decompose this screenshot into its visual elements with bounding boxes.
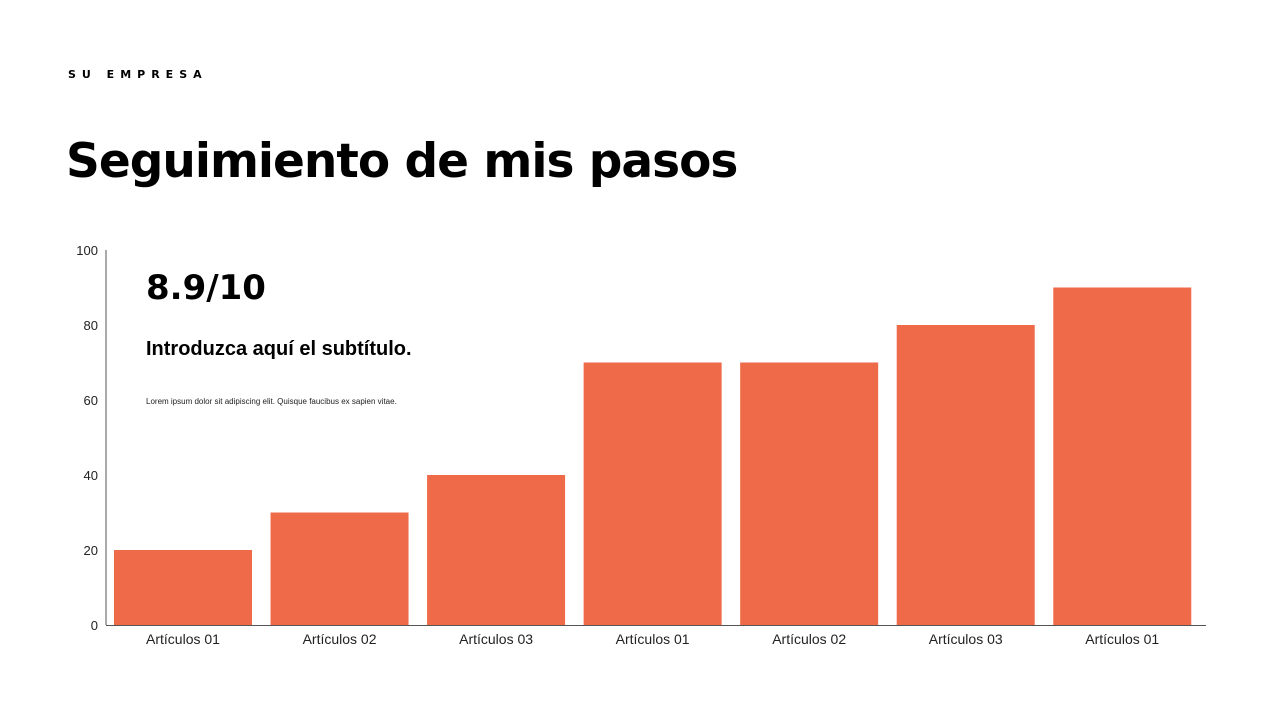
x-tick-label: Artículos 02 <box>772 631 846 647</box>
y-tick-label: 100 <box>76 243 98 258</box>
bar <box>896 325 1035 625</box>
x-tick-label: Artículos 03 <box>459 631 533 647</box>
page-title: Seguimiento de mis pasos <box>66 134 738 189</box>
score-value: 8.9/10 <box>146 268 266 308</box>
chart-subtitle: Introduzca aquí el subtítulo. <box>146 338 412 360</box>
y-tick-label: 20 <box>84 543 98 558</box>
bar <box>583 362 722 625</box>
bar <box>427 475 566 625</box>
x-tick-label: Artículos 03 <box>929 631 1003 647</box>
y-tick-label: 0 <box>91 618 98 633</box>
y-tick-label: 60 <box>84 393 98 408</box>
y-tick-label: 40 <box>84 468 98 483</box>
x-tick-label: Artículos 01 <box>146 631 220 647</box>
x-tick-label: Artículos 01 <box>1085 631 1159 647</box>
bar <box>740 362 879 625</box>
bar <box>114 550 252 625</box>
body-text: Lorem ipsum dolor sit adipiscing elit. Q… <box>146 397 397 406</box>
company-name: SU EMPRESA <box>68 68 208 81</box>
x-tick-label: Artículos 02 <box>303 631 377 647</box>
bar <box>1053 287 1192 625</box>
y-tick-label: 80 <box>84 318 98 333</box>
x-tick-label: Artículos 01 <box>616 631 690 647</box>
bar <box>270 512 409 625</box>
